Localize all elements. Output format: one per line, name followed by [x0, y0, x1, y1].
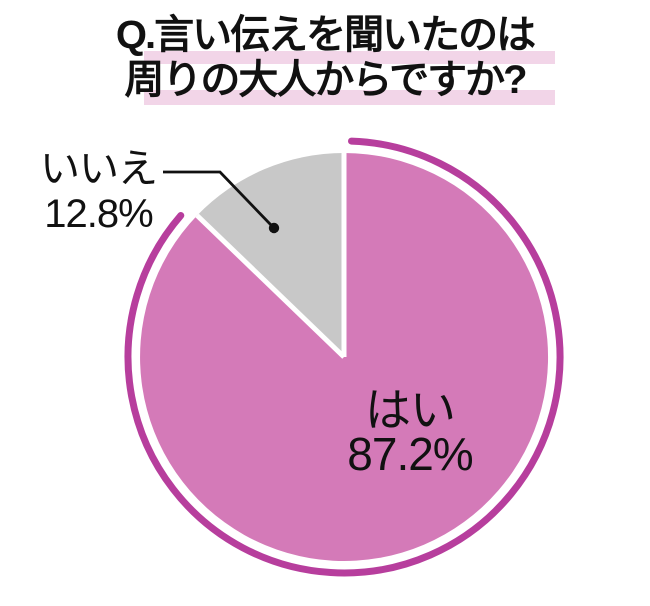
- label-yes-name: はい: [365, 384, 456, 436]
- chart-title: Q.言い伝えを聞いたのは 周りの大人からですか?: [0, 13, 650, 103]
- chart-title-line-1: Q.言い伝えを聞いたのは: [115, 13, 536, 57]
- label-no-name: いいえ: [40, 147, 158, 191]
- title-highlight-bar-1: [144, 51, 555, 64]
- pie-slice-no: [197, 153, 344, 357]
- label-no-value: 12.8%: [44, 192, 153, 236]
- leader-line: [163, 170, 273, 226]
- label-yes-value: 87.2%: [347, 428, 473, 480]
- label-no: いいえ 12.8%: [16, 147, 181, 237]
- label-yes: はい 87.2%: [260, 384, 560, 480]
- title-highlight-bar-2: [144, 90, 555, 105]
- accent-ring: [124, 137, 564, 577]
- chart-title-line-2: 周りの大人からですか?: [124, 58, 527, 102]
- leader-dot: [268, 222, 280, 234]
- slice-separator-left: [195, 213, 346, 359]
